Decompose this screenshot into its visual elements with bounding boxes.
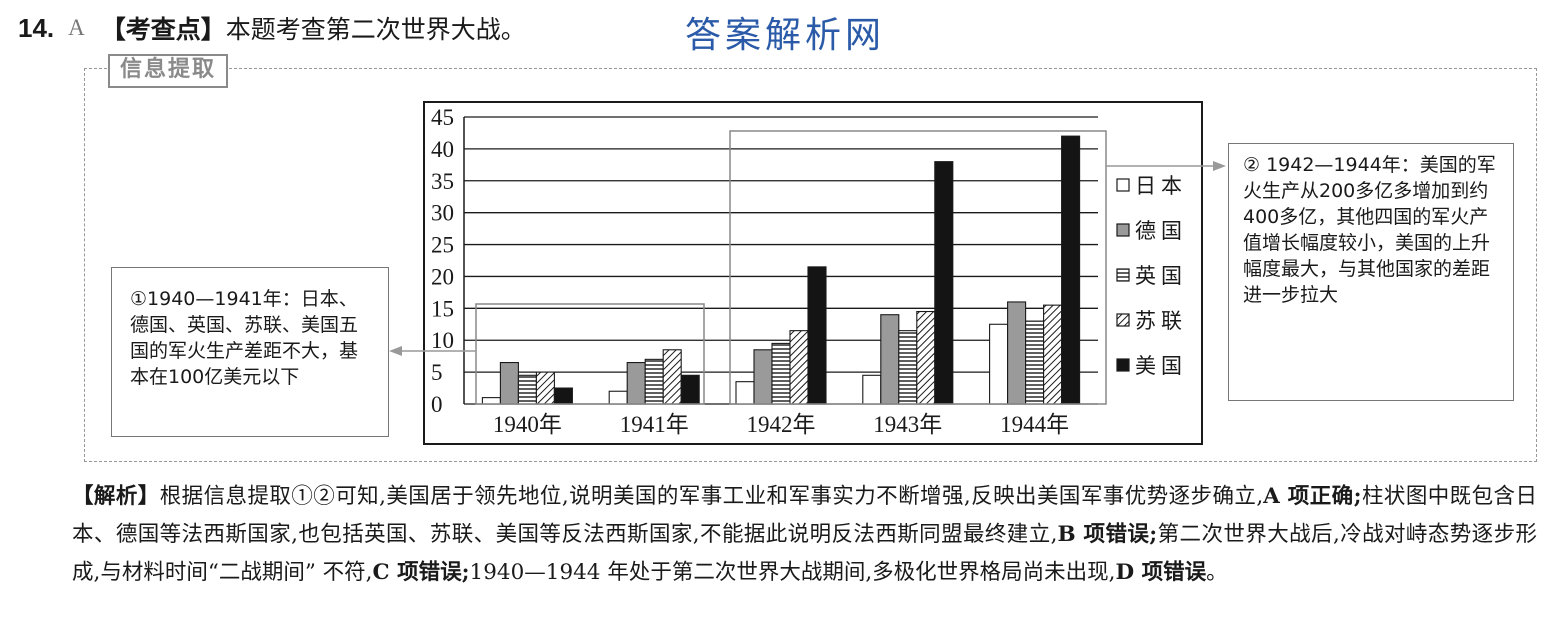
bar-日本-1944年 <box>989 323 1009 405</box>
bar-德国-1943年 <box>880 314 900 405</box>
bar-苏联-1942年 <box>789 330 809 405</box>
answer-letter: A <box>68 15 85 40</box>
x-tick-label: 1940年 <box>493 412 562 437</box>
y-tick-label: 20 <box>431 264 454 289</box>
y-axis-ticks: 0 5 10 15 20 25 30 35 40 45 <box>431 105 454 417</box>
bar-德国-1944年 <box>1007 301 1027 405</box>
option-c-verdict: C 项错误; <box>372 560 470 585</box>
bar-英国-1944年 <box>1025 320 1045 405</box>
info-extraction-frame <box>84 68 1537 462</box>
question-text: 本题考查第二次世界大战。 <box>225 15 526 44</box>
legend-label: 英国 <box>1135 264 1187 288</box>
y-tick-label: 30 <box>431 201 454 226</box>
explanation-paragraph: 【解析】根据信息提取①②可知,美国居于领先地位,说明美国的军事工业和军事实力不断… <box>72 478 1537 592</box>
legend-label: 美国 <box>1135 354 1187 378</box>
x-tick-label: 1942年 <box>747 412 816 437</box>
y-tick-label: 5 <box>431 360 443 385</box>
explanation-part-2: 柱状图中既包含日本、德国等法西斯国家,也包括英国、苏联、美国等反法西斯国家,不能… <box>72 484 1537 547</box>
watermark-text: 答案解析网 <box>685 15 886 56</box>
note-left: ①1940—1941年：日本、德国、英国、苏联、美国五国的军火生产差距不大，基本… <box>111 267 389 437</box>
y-tick-label: 15 <box>431 296 454 321</box>
chart-frame <box>423 101 1203 445</box>
bar-英国-1942年 <box>771 342 791 405</box>
arrow-left-head <box>389 346 402 356</box>
bar-日本-1942年 <box>735 381 755 405</box>
legend-label: 日本 <box>1135 174 1187 198</box>
legend-swatch <box>1116 178 1130 192</box>
bar-美国-1944年 <box>1061 135 1081 405</box>
bar-德国-1942年 <box>753 349 773 405</box>
explanation-part-4: 1940—1944 年处于第二次世界大战期间,多极化世界格局尚未出现, <box>469 560 1116 585</box>
legend-swatch <box>1116 358 1130 372</box>
info-extraction-tag: 信息提取 <box>108 54 229 88</box>
bar-苏联-1940年 <box>535 371 555 405</box>
legend-swatch <box>1116 223 1130 237</box>
note-right: ② 1942—1944年：美国的军火生产从200多亿多增加到约400多亿，其他四… <box>1228 143 1514 401</box>
x-tick-label: 1941年 <box>620 412 689 437</box>
legend-label: 德国 <box>1135 219 1187 243</box>
legend-swatch <box>1116 268 1130 282</box>
highlight-box-1942-1944 <box>729 130 1107 405</box>
bar-英国-1940年 <box>517 374 537 405</box>
bar-苏联-1943年 <box>916 310 936 405</box>
y-tick-label: 40 <box>431 137 454 162</box>
bar-美国-1942年 <box>807 266 827 405</box>
explanation-tag: 【解析】 <box>72 484 160 509</box>
explanation-part-3: 第二次世界大战后,冷战对峙态势逐步形成,与材料时间“二战期间” 不符, <box>72 522 1537 585</box>
bar-日本-1941年 <box>608 390 628 405</box>
bar-美国-1941年 <box>680 374 700 405</box>
question-number: 14. <box>18 12 55 43</box>
bar-日本-1943年 <box>862 374 882 405</box>
explanation-end: 。 <box>1206 560 1228 585</box>
x-tick-label: 1943年 <box>873 412 942 437</box>
legend-label: 苏联 <box>1135 309 1187 333</box>
bar-德国-1940年 <box>499 361 519 405</box>
bar-苏联-1944年 <box>1043 304 1063 405</box>
option-b-verdict: B 项错误; <box>1057 522 1158 547</box>
y-tick-label: 35 <box>431 169 454 194</box>
x-tick-label: 1944年 <box>1000 412 1069 437</box>
bar-英国-1943年 <box>898 330 918 405</box>
option-d-verdict: D 项错误 <box>1115 560 1207 585</box>
question-tag: 【考查点】 <box>100 15 226 44</box>
bar-德国-1941年 <box>626 361 646 405</box>
arrow-right-head <box>1213 161 1226 171</box>
bar-苏联-1941年 <box>662 349 682 405</box>
option-a-verdict: A 项正确; <box>1263 484 1362 509</box>
question-line: 14. A 【考查点】 本题考查第二次世界大战。 <box>18 8 526 48</box>
highlight-box-1940-1941 <box>475 303 705 405</box>
x-axis-ticks: 1940年 1941年 1942年 1943年 1944年 <box>493 412 1069 437</box>
bar-美国-1943年 <box>934 161 954 405</box>
y-tick-label: 0 <box>431 392 443 417</box>
bar-日本-1940年 <box>481 397 501 405</box>
y-tick-label: 25 <box>431 233 454 258</box>
bar-美国-1940年 <box>553 387 573 405</box>
legend-swatch <box>1116 313 1130 327</box>
y-tick-label: 10 <box>431 328 454 353</box>
bar-series <box>481 135 1081 405</box>
bar-英国-1941年 <box>644 358 664 405</box>
explanation-part-1: 根据信息提取①②可知,美国居于领先地位,说明美国的军事工业和军事实力不断增强,反… <box>159 484 1264 509</box>
y-tick-label: 45 <box>431 105 454 130</box>
